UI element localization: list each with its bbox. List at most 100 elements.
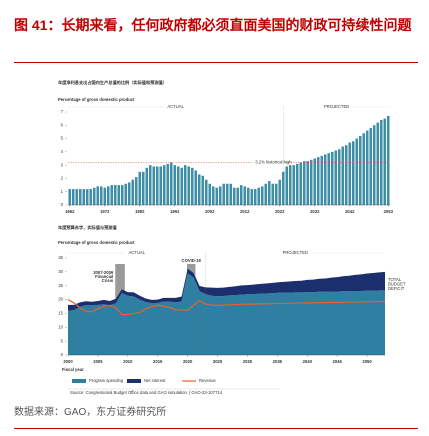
bar bbox=[218, 186, 222, 205]
bar bbox=[337, 149, 341, 205]
bar bbox=[127, 182, 131, 205]
area bbox=[68, 268, 385, 311]
bar bbox=[330, 151, 334, 205]
bar bbox=[267, 181, 271, 205]
side-label: TOTAL bbox=[388, 277, 402, 282]
reference-label: 3.2% historical high bbox=[255, 160, 292, 165]
x-tick-label: 2010 bbox=[123, 359, 133, 364]
bar bbox=[208, 183, 212, 205]
bar bbox=[351, 141, 355, 205]
x-tick-label: 2015 bbox=[153, 359, 163, 364]
x-tick-label: 2012 bbox=[240, 209, 250, 214]
bar bbox=[82, 189, 86, 205]
bar bbox=[89, 189, 93, 205]
bar bbox=[306, 161, 310, 205]
bar bbox=[362, 133, 366, 205]
x-tick-label: 1962 bbox=[65, 209, 75, 214]
bar bbox=[197, 174, 201, 205]
figure-title: 图 41：长期来看，任何政府都必须直面美国的财政可持续性问题 bbox=[14, 17, 412, 33]
y-tick-label: 6 bbox=[61, 122, 64, 127]
reference-label-bg bbox=[251, 159, 282, 166]
period-label: PROJECTED bbox=[324, 104, 349, 109]
x-tick-label: 2022 bbox=[275, 209, 285, 214]
bar bbox=[71, 189, 75, 205]
bar bbox=[166, 163, 170, 205]
bar bbox=[180, 167, 184, 205]
bar bbox=[302, 161, 306, 205]
x-axis-title: Fiscal year bbox=[62, 367, 84, 372]
chart-title: 年度预算赤字，实际值与预测值 bbox=[58, 224, 117, 231]
bar bbox=[134, 177, 138, 205]
chart-title: 年度净利息支出占国内生产总值的比例（实际值和预测值） bbox=[58, 79, 167, 86]
legend-label: Net interest bbox=[144, 378, 166, 383]
bar bbox=[155, 166, 159, 205]
bar bbox=[113, 185, 117, 205]
side-label: BUDGET bbox=[388, 282, 406, 287]
y-tick-label: 20 bbox=[58, 297, 63, 302]
bar bbox=[236, 187, 240, 205]
bar bbox=[257, 187, 261, 205]
bar bbox=[201, 175, 205, 205]
bar bbox=[274, 183, 278, 205]
y-tick-label: 3 bbox=[61, 162, 64, 167]
bar bbox=[117, 185, 121, 205]
y-tick-label: 30 bbox=[58, 269, 63, 274]
y-tick-label: 5 bbox=[61, 136, 64, 141]
bar bbox=[222, 183, 226, 205]
bar bbox=[204, 179, 208, 205]
bar bbox=[120, 185, 124, 205]
bar bbox=[243, 186, 247, 205]
bar bbox=[299, 162, 303, 205]
bar bbox=[225, 183, 229, 205]
bar bbox=[271, 183, 275, 205]
bar bbox=[92, 187, 96, 205]
bar bbox=[295, 163, 299, 205]
bar bbox=[309, 159, 313, 205]
bar bbox=[148, 165, 152, 205]
bar bbox=[365, 130, 369, 205]
bar bbox=[131, 179, 135, 205]
shade-label: COVID-19 bbox=[182, 258, 202, 263]
x-tick-label: 2030 bbox=[243, 359, 253, 364]
bar bbox=[183, 165, 187, 205]
bar bbox=[75, 189, 79, 205]
rule bbox=[14, 62, 418, 63]
x-tick-label: 2053 bbox=[384, 209, 394, 214]
bar bbox=[176, 166, 180, 205]
bar bbox=[355, 138, 359, 205]
bar bbox=[232, 187, 236, 205]
bar bbox=[358, 135, 362, 205]
x-tick-label: 2042 bbox=[345, 209, 355, 214]
x-tick-label: 2032 bbox=[310, 209, 320, 214]
bar bbox=[253, 189, 257, 205]
y-tick-label: 2 bbox=[61, 176, 64, 181]
bar bbox=[313, 158, 317, 205]
bar bbox=[211, 186, 215, 205]
bar bbox=[187, 166, 191, 205]
bar bbox=[110, 185, 114, 205]
data-source: 数据来源：GAO，东方证券研究所 bbox=[14, 407, 167, 418]
x-tick-label: 2050 bbox=[362, 359, 372, 364]
bar bbox=[145, 167, 149, 205]
period-label: PROJECTED bbox=[283, 250, 308, 255]
bar bbox=[239, 185, 243, 205]
bar bbox=[264, 183, 268, 205]
chart-subtitle: Percentage of gross domestic product bbox=[58, 240, 135, 245]
y-tick-label: 0 bbox=[61, 352, 64, 357]
line bbox=[67, 299, 385, 316]
bar bbox=[292, 165, 296, 205]
bar bbox=[141, 171, 145, 205]
y-tick-label: 25 bbox=[58, 283, 63, 288]
bar bbox=[246, 187, 250, 205]
bar bbox=[169, 162, 173, 205]
bar bbox=[85, 189, 89, 205]
bar bbox=[152, 166, 156, 205]
y-tick-label: 4 bbox=[61, 149, 64, 154]
x-tick-label: 2035 bbox=[273, 359, 283, 364]
x-tick-label: 2002 bbox=[205, 209, 215, 214]
bar bbox=[124, 183, 128, 205]
bar bbox=[68, 189, 72, 205]
x-tick-label: 1982 bbox=[135, 209, 145, 214]
